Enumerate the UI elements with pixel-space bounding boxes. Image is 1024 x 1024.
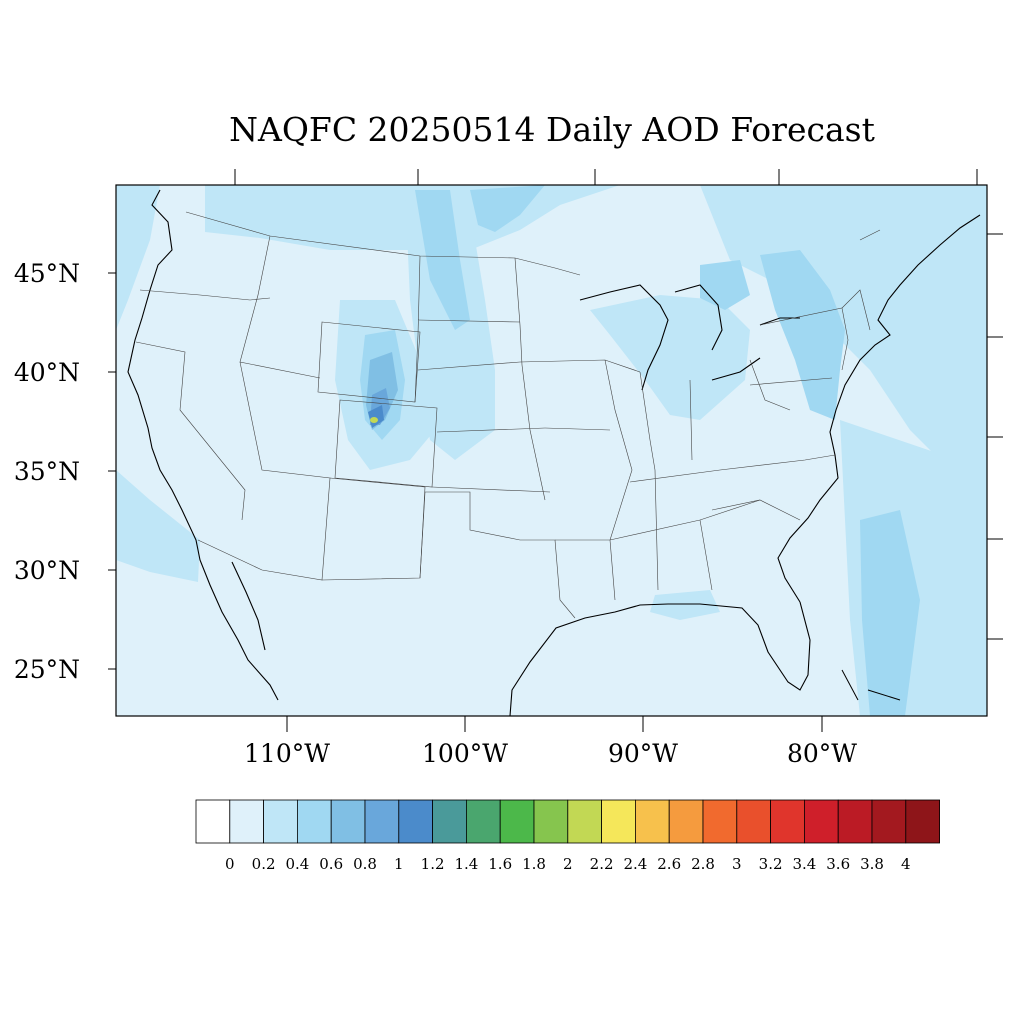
colorbar-tick-label: 1 (394, 855, 404, 873)
washington-oregon-line (139, 289, 271, 301)
colorbar (195, 799, 940, 844)
state-boundaries (135, 211, 881, 619)
colorbar-tick-label: 0.6 (319, 855, 343, 873)
great-lakes-outline (579, 284, 800, 391)
colorbar-tick-label: 0.2 (252, 855, 276, 873)
aod-field (116, 185, 987, 716)
colorbar-tick-label: 2.6 (657, 855, 681, 873)
lon-label-80w: 80°W (787, 739, 857, 768)
colorbar-tick-label: 1.8 (522, 855, 546, 873)
aod-region-pacific (116, 185, 160, 330)
aod-region-great-lakes (590, 295, 750, 420)
plains-columns (414, 255, 551, 501)
map-panel: 45°N 40°N 35°N 30°N 25°N 110°W 100°W 90°… (14, 169, 1003, 768)
lon-label-110w: 110°W (244, 739, 330, 768)
colorbar-swatch (567, 799, 602, 844)
map-ticks (108, 169, 1003, 732)
colorbar-tick-label: 3.8 (860, 855, 884, 873)
lon-label-100w: 100°W (422, 739, 508, 768)
colorbar-swatch (263, 799, 298, 844)
colorbar-swatch (804, 799, 839, 844)
map-frame (115, 184, 988, 717)
midwest-lines (519, 359, 836, 601)
colorbar-tick-label: 0.8 (353, 855, 377, 873)
colorbar-swatch (702, 799, 738, 844)
colorbar-swatch (330, 799, 366, 844)
colorbar-tick-label: 4 (901, 855, 911, 873)
lon-label-90w: 90°W (608, 739, 678, 768)
colorbar-swatch (398, 799, 433, 844)
west-coastline (127, 189, 279, 701)
colorbar-tick-label: 1.6 (488, 855, 512, 873)
lat-label-45n: 45°N (14, 259, 80, 288)
canada-border (185, 211, 581, 276)
idaho-montana-line (239, 235, 321, 379)
aod-region-atlantic (860, 510, 920, 716)
colorbar-swatch (837, 799, 873, 844)
aod-region-baja (116, 470, 200, 582)
colorbar-tick-label: 3.4 (792, 855, 816, 873)
east-coastline (777, 214, 981, 603)
aod-region-dakota-streak (415, 190, 470, 330)
colorbar-swatch (229, 799, 265, 844)
colorbar-swatch (601, 799, 636, 844)
colorbar-tick-label: 2.8 (691, 855, 715, 873)
coastlines (127, 189, 981, 716)
lat-label-35n: 35°N (14, 457, 80, 486)
figure-title: NAQFC 20250514 Daily AOD Forecast (229, 110, 875, 149)
aod-hotspot-peak (370, 417, 378, 423)
northeast-lines (759, 229, 881, 371)
colorbar-swatch (770, 799, 805, 844)
aod-region-new-england (760, 250, 845, 420)
colorbar-tick-label: 1.4 (454, 855, 478, 873)
colorbar-tick-label: 2.4 (623, 855, 647, 873)
colorbar-swatch (533, 799, 569, 844)
lat-labels: 45°N 40°N 35°N 30°N 25°N (14, 259, 80, 684)
lat-label-25n: 25°N (14, 655, 80, 684)
aod-region-gulf (650, 590, 720, 620)
carolinas-line (711, 499, 801, 521)
colorbar-tick-label: 0 (225, 855, 235, 873)
colorbar-tick-label: 3 (732, 855, 742, 873)
aod-region-montana-plume (470, 185, 545, 232)
colorbar-swatch (905, 799, 940, 844)
florida-keys (841, 669, 901, 701)
colorbar-tick-label: 3.2 (759, 855, 783, 873)
colorbar-swatch (432, 799, 467, 844)
colorbar-tick-label: 0.4 (285, 855, 309, 873)
colorbar-swatch (364, 799, 400, 844)
colorbar-swatch (296, 799, 332, 844)
colorbar-tick-label: 1.2 (421, 855, 445, 873)
utah-arizona-line (197, 361, 331, 581)
colorbar-swatch (499, 799, 535, 844)
colorbar-swatch (736, 799, 771, 844)
colorbar-swatch (635, 799, 670, 844)
colorbar-tick-label: 3.6 (826, 855, 850, 873)
colorbar-tick-label: 2.2 (590, 855, 614, 873)
aod-region-ontario (700, 260, 750, 310)
gulf-coastline (509, 601, 811, 716)
colorbar-swatch (871, 799, 907, 844)
lat-label-40n: 40°N (14, 358, 80, 387)
california-nevada-line (135, 341, 246, 521)
baja-coastline (231, 561, 266, 651)
colorbar-tick-label: 2 (563, 855, 573, 873)
colorbar-labels: 0 0.2 0.4 0.6 0.8 1 1.2 1.4 1.6 1.8 2 2.2 2.4 2.6 2.8 3… (225, 855, 911, 873)
lon-labels: 110°W 100°W 90°W 80°W (244, 739, 857, 768)
lat-label-30n: 30°N (14, 556, 80, 585)
colorbar-swatch (465, 799, 501, 844)
texas-outline (419, 491, 576, 619)
colorbar-swatch (195, 799, 231, 844)
colorbar-swatch (668, 799, 704, 844)
